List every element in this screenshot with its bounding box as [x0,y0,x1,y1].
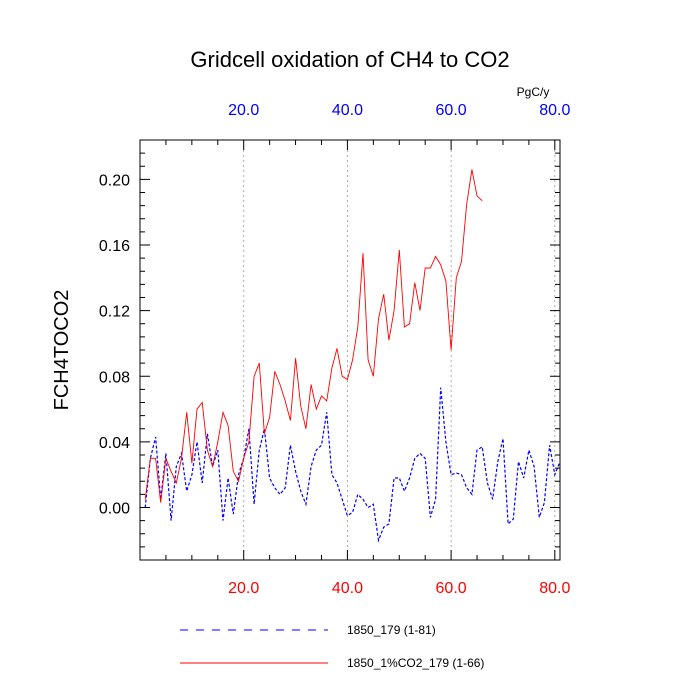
series-line-1 [144,387,561,543]
x-top-tick-label: 60.0 [436,102,467,119]
x-top-tick-label: 40.0 [332,102,363,119]
x-tick-label: 20.0 [228,580,259,597]
legend: 1850_179 (1-81) 1850_1%CO2_179 (1-66) [180,623,484,670]
series-line-2 [144,169,483,503]
chart-title: Gridcell oxidation of CH4 to CO2 [190,47,509,72]
x-tick-label: 60.0 [436,580,467,597]
x-tick-label: 80.0 [539,580,570,597]
x-top-tick-label: 80.0 [539,102,570,119]
legend-label-1: 1850_179 (1-81) [347,623,436,637]
y-axis-label: FCH4TOCO2 [51,290,73,411]
top-axis-units: PgC/y [517,85,550,99]
y-tick-label: 0.20 [99,172,130,189]
plot-frame [139,139,561,561]
axes: 20.0 20.0 40.0 40.0 60.0 60.0 80.0 80.0 0.00 0.04… [99,102,571,597]
y-tick-label: 0.04 [99,435,130,452]
series-layer [144,169,561,543]
x-tick-label: 40.0 [332,580,363,597]
legend-label-2: 1850_1%CO2_179 (1-66) [347,656,484,670]
y-tick-label: 0.08 [99,369,130,386]
y-tick-label: 0.12 [99,304,130,321]
x-top-tick-label: 20.0 [228,102,259,119]
y-tick-label: 0.00 [99,501,130,518]
y-tick-label: 0.16 [99,238,130,255]
grid [243,140,556,560]
